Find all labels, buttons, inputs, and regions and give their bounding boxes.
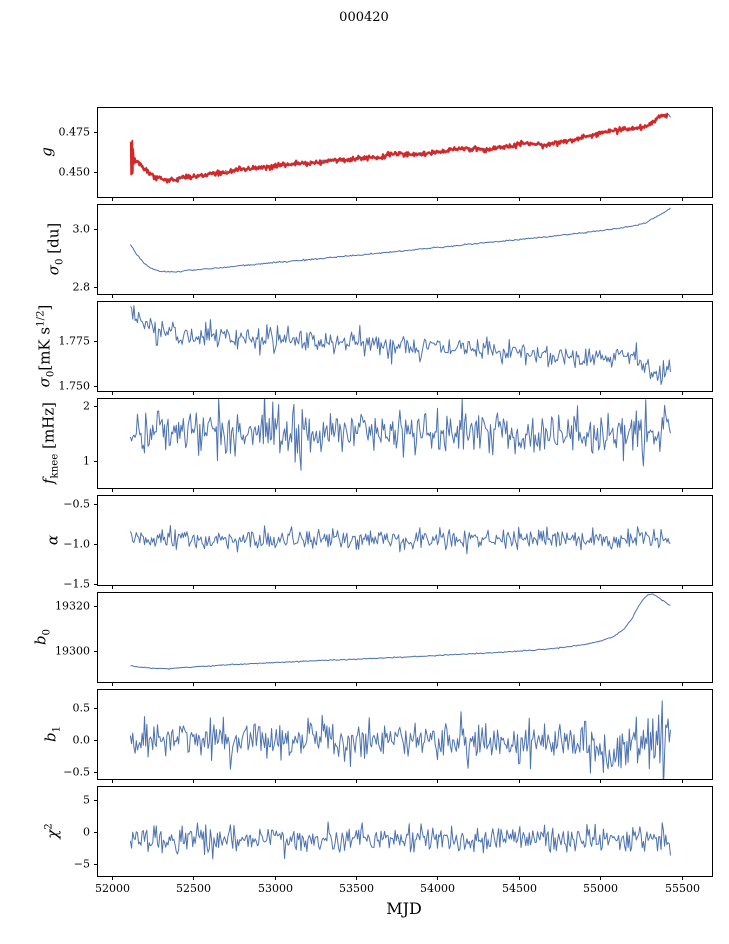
ylabel-mid: [mHz] [39, 401, 58, 454]
ylabel-mid: [mK s [35, 326, 54, 371]
ylabel-fknee: fknee [mHz] [40, 402, 61, 484]
ylabel-sub: 0 [54, 258, 66, 265]
ylabel-sub: 1 [51, 725, 63, 733]
ylabel-text: σ [44, 264, 63, 276]
ylabel-sub: 0 [41, 628, 53, 636]
chart-canvas [0, 95, 729, 905]
ylabel-post: ] [35, 304, 54, 311]
ylabel-text: b [41, 732, 60, 743]
chart-title: 000420 [339, 10, 389, 25]
ylabel-sup: 2 [43, 823, 55, 830]
ylabel-text: σ [35, 377, 54, 388]
ylabel-mid: [du] [44, 222, 63, 259]
ylabel-sub: 0 [45, 370, 57, 378]
ylabel-text: α [43, 534, 62, 546]
ylabel-chi2: χ2 [44, 823, 65, 839]
ylabel-g: g [38, 147, 59, 157]
ylabel-sigma0-mk: σ0[mK s1/2] [36, 305, 57, 388]
ylabel-text: g [37, 147, 56, 157]
ylabel-sub: knee [49, 453, 61, 479]
ylabel-b1: b1 [42, 726, 63, 742]
ylabel-sup: 1/2 [35, 310, 47, 327]
ylabel-alpha: α [44, 535, 65, 545]
ylabel-text: b [31, 635, 50, 646]
ylabel-b0: b0 [32, 629, 53, 645]
ylabel-text: f [39, 478, 58, 485]
ylabel-sigma0-du: σ0 [du] [45, 223, 66, 275]
ylabel-text: χ [43, 829, 62, 839]
xlabel-mjd: MJD [386, 899, 422, 918]
